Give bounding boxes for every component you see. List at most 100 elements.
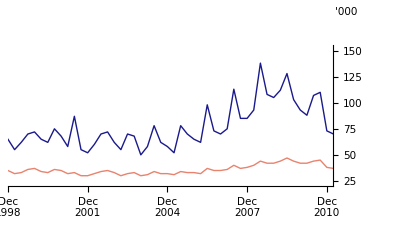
Text: '000: '000 — [335, 7, 358, 17]
Total increase — [98, 133, 103, 135]
Natural increase — [32, 167, 37, 170]
Natural increase — [251, 164, 256, 167]
Total increase — [205, 104, 210, 106]
Natural increase — [79, 174, 83, 177]
Total increase — [172, 151, 176, 154]
Natural increase — [311, 160, 316, 163]
Total increase — [231, 88, 236, 91]
Natural increase — [85, 174, 90, 177]
Total increase — [318, 91, 323, 94]
Natural increase — [285, 157, 289, 159]
Natural increase — [238, 167, 243, 170]
Total increase — [92, 143, 97, 146]
Natural increase — [152, 170, 156, 173]
Natural increase — [278, 160, 283, 163]
Total increase — [85, 151, 90, 154]
Natural increase — [198, 172, 203, 175]
Natural increase — [265, 162, 270, 165]
Total increase — [311, 94, 316, 97]
Natural increase — [165, 172, 170, 175]
Natural increase — [59, 169, 64, 172]
Total increase — [178, 124, 183, 127]
Total increase — [298, 109, 303, 111]
Total increase — [105, 131, 110, 133]
Total increase — [185, 133, 190, 135]
Natural increase — [298, 162, 303, 165]
Natural increase — [218, 169, 223, 172]
Natural increase — [118, 174, 123, 177]
Natural increase — [125, 172, 130, 175]
Total increase — [304, 114, 309, 117]
Total increase — [291, 98, 296, 101]
Natural increase — [19, 171, 23, 174]
Total increase — [112, 141, 117, 144]
Natural increase — [45, 171, 50, 174]
Total increase — [45, 141, 50, 144]
Natural increase — [25, 168, 30, 171]
Natural increase — [112, 171, 117, 174]
Total increase — [238, 117, 243, 120]
Total increase — [32, 131, 37, 133]
Total increase — [72, 115, 77, 118]
Total increase — [198, 141, 203, 144]
Total increase — [285, 72, 289, 75]
Total increase — [212, 130, 216, 132]
Total increase — [225, 127, 229, 130]
Total increase — [278, 89, 283, 91]
Total increase — [59, 135, 64, 138]
Natural increase — [172, 173, 176, 176]
Total increase — [152, 124, 156, 127]
Total increase — [258, 62, 263, 64]
Line: Natural increase: Natural increase — [8, 158, 333, 176]
Natural increase — [145, 173, 150, 176]
Total increase — [139, 153, 143, 156]
Total increase — [251, 109, 256, 111]
Natural increase — [291, 160, 296, 163]
Natural increase — [304, 162, 309, 165]
Total increase — [52, 127, 57, 130]
Total increase — [218, 133, 223, 135]
Natural increase — [271, 162, 276, 165]
Natural increase — [178, 170, 183, 173]
Natural increase — [258, 160, 263, 163]
Natural increase — [132, 171, 137, 174]
Natural increase — [205, 167, 210, 170]
Total increase — [331, 133, 336, 135]
Natural increase — [331, 167, 336, 170]
Natural increase — [192, 171, 197, 174]
Total increase — [265, 93, 270, 96]
Natural increase — [158, 172, 163, 175]
Total increase — [66, 145, 70, 148]
Natural increase — [92, 172, 97, 175]
Total increase — [79, 148, 83, 151]
Natural increase — [185, 171, 190, 174]
Total increase — [145, 145, 150, 148]
Natural increase — [139, 174, 143, 177]
Natural increase — [72, 171, 77, 174]
Total increase — [12, 148, 17, 151]
Total increase — [158, 141, 163, 144]
Total increase — [125, 133, 130, 135]
Total increase — [118, 148, 123, 151]
Natural increase — [105, 169, 110, 172]
Natural increase — [98, 170, 103, 173]
Total increase — [25, 133, 30, 135]
Total increase — [132, 135, 137, 138]
Total increase — [192, 138, 197, 141]
Natural increase — [39, 170, 44, 173]
Natural increase — [225, 168, 229, 171]
Line: Total increase: Total increase — [8, 63, 333, 155]
Natural increase — [231, 164, 236, 167]
Natural increase — [318, 159, 323, 161]
Total increase — [271, 96, 276, 99]
Natural increase — [6, 169, 10, 172]
Total increase — [6, 138, 10, 141]
Natural increase — [52, 168, 57, 171]
Natural increase — [66, 172, 70, 175]
Natural increase — [245, 166, 249, 169]
Natural increase — [324, 166, 329, 169]
Total increase — [165, 145, 170, 148]
Total increase — [324, 130, 329, 132]
Natural increase — [12, 172, 17, 175]
Total increase — [245, 117, 249, 120]
